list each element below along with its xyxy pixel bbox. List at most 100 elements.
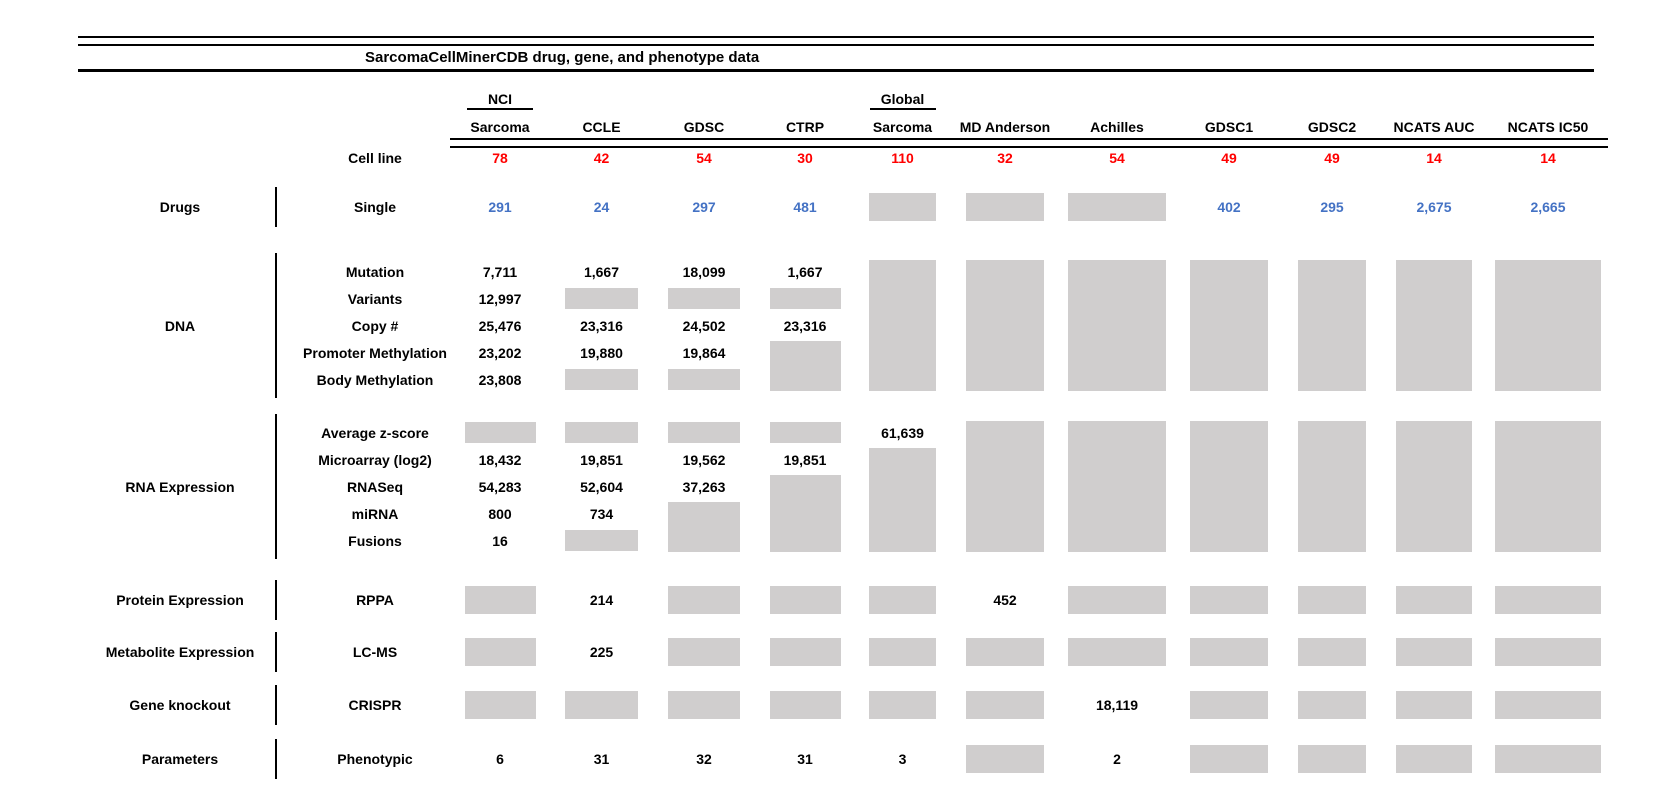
missing-data-box bbox=[965, 638, 1045, 666]
data-value: 1,667 bbox=[787, 263, 823, 280]
header-double-rule bbox=[450, 138, 1608, 148]
missing-data-box bbox=[464, 691, 536, 719]
data-value: 23,316 bbox=[783, 317, 827, 334]
missing-data-box bbox=[667, 691, 741, 719]
missing-data-box bbox=[1495, 421, 1601, 552]
missing-data-box bbox=[965, 745, 1045, 773]
cell-line-count-nci-sarcoma: 78 bbox=[492, 150, 508, 166]
missing-data-box bbox=[667, 369, 741, 390]
missing-data-box bbox=[667, 638, 741, 666]
row-label-body-methylation: Body Methylation bbox=[316, 371, 434, 388]
column-group-nci: NCI bbox=[450, 86, 550, 110]
top-double-rule bbox=[78, 36, 1594, 46]
column-header-ccle: CCLE bbox=[582, 119, 621, 135]
missing-data-box bbox=[965, 421, 1045, 552]
data-value: 24 bbox=[593, 199, 610, 215]
data-value: 297 bbox=[692, 199, 716, 215]
missing-data-box bbox=[1297, 638, 1367, 666]
row-label-crispr: CRISPR bbox=[348, 697, 402, 713]
data-value: 54,283 bbox=[478, 478, 522, 495]
cell-line-count-gdsc: 54 bbox=[696, 150, 712, 166]
data-value: 18,432 bbox=[478, 451, 522, 468]
missing-data-box bbox=[1395, 421, 1473, 552]
data-value: 402 bbox=[1217, 199, 1241, 215]
data-value: 734 bbox=[589, 505, 614, 522]
missing-data-box bbox=[1067, 638, 1167, 666]
column-header-row: NCI Sarcoma 78 CCLE 42 GDSC 54 CTRP 30 Global Sarc… bbox=[60, 86, 1608, 171]
missing-data-box bbox=[1297, 691, 1367, 719]
column-group-global: Global bbox=[855, 86, 950, 110]
missing-data-box bbox=[1495, 638, 1601, 666]
missing-data-box bbox=[667, 422, 741, 443]
section-drugs: Drugs Single 291 24 297 481 402 295 2,675 2,665 bbox=[60, 187, 1608, 227]
missing-data-box bbox=[464, 638, 536, 666]
data-value: 24,502 bbox=[682, 317, 726, 334]
cell-line-count-achilles: 54 bbox=[1109, 150, 1125, 166]
column-header-md-anderson: MD Anderson bbox=[959, 119, 1051, 135]
title-bottom-rule bbox=[78, 69, 1594, 72]
column-header-achilles: Achilles bbox=[1090, 119, 1144, 135]
data-value: 23,316 bbox=[580, 317, 623, 334]
data-value: 18,099 bbox=[682, 263, 726, 280]
missing-data-box bbox=[1495, 745, 1601, 773]
section-label-gene-knockout: Gene knockout bbox=[129, 697, 231, 713]
missing-data-box bbox=[1495, 260, 1601, 391]
data-value: 7,711 bbox=[482, 263, 518, 280]
section-label-protein-expression: Protein Expression bbox=[116, 592, 244, 608]
column-header-global-sarcoma: Sarcoma bbox=[872, 119, 933, 135]
column-group-label: NCI bbox=[467, 91, 533, 110]
missing-data-box bbox=[1067, 193, 1167, 221]
missing-data-box bbox=[868, 260, 937, 391]
missing-data-box bbox=[1189, 638, 1269, 666]
data-value: 52,604 bbox=[580, 478, 623, 495]
missing-data-box bbox=[1395, 691, 1473, 719]
missing-data-box bbox=[1067, 586, 1167, 614]
section-protein-expression: Protein Expression RPPA 214 452 bbox=[60, 580, 1608, 620]
missing-data-box bbox=[868, 193, 937, 221]
data-value: 12,997 bbox=[478, 290, 522, 307]
column-header-gdsc1: GDSC1 bbox=[1204, 119, 1254, 135]
missing-data-box bbox=[965, 193, 1045, 221]
missing-data-box bbox=[868, 586, 937, 614]
data-value: 16 bbox=[492, 532, 508, 549]
section-divider-bar bbox=[275, 632, 277, 672]
row-label-microarray-log2: Microarray (log2) bbox=[318, 451, 432, 468]
table-title: SarcomaCellMinerCDB drug, gene, and phen… bbox=[365, 49, 760, 66]
row-label-mirna: miRNA bbox=[351, 505, 399, 522]
section-gene-knockout: Gene knockout CRISPR 18,119 bbox=[60, 685, 1608, 725]
column-header-nci-sarcoma: Sarcoma bbox=[470, 119, 530, 135]
data-value: 2 bbox=[1113, 751, 1121, 767]
missing-data-box bbox=[769, 638, 841, 666]
missing-data-box bbox=[1297, 586, 1367, 614]
section-label-metabolite-expression: Metabolite Expression bbox=[105, 644, 255, 660]
row-label-rppa: RPPA bbox=[356, 592, 394, 608]
missing-data-box bbox=[769, 422, 841, 443]
missing-data-box bbox=[1189, 691, 1269, 719]
title-block: SarcomaCellMinerCDB drug, gene, and phen… bbox=[78, 36, 1594, 72]
section-divider-bar bbox=[275, 580, 277, 620]
data-value: 6 bbox=[496, 751, 504, 767]
row-label-phenotypic: Phenotypic bbox=[337, 751, 413, 767]
data-value: 32 bbox=[696, 751, 712, 767]
section-dna: DNA Mutation 7,711 1,667 18,099 1,667 Variants… bbox=[60, 253, 1608, 398]
data-value: 18,119 bbox=[1095, 697, 1139, 713]
cell-line-count-gdsc2: 49 bbox=[1324, 150, 1340, 166]
missing-data-box bbox=[868, 638, 937, 666]
missing-data-box bbox=[1495, 586, 1601, 614]
row-label-copy: Copy # bbox=[351, 317, 399, 334]
section-divider-bar bbox=[275, 187, 277, 227]
row-label-variants: Variants bbox=[347, 290, 403, 307]
data-value: 2,665 bbox=[1530, 199, 1566, 215]
cell-line-count-ncats-ic50: 14 bbox=[1540, 150, 1556, 166]
data-value: 19,562 bbox=[682, 451, 726, 468]
missing-data-box bbox=[868, 691, 937, 719]
missing-data-box bbox=[667, 502, 741, 552]
data-value: 295 bbox=[1320, 199, 1344, 215]
data-value: 214 bbox=[589, 592, 614, 608]
missing-data-box bbox=[868, 448, 937, 552]
missing-data-box bbox=[464, 422, 536, 443]
missing-data-box bbox=[1067, 421, 1167, 552]
data-value: 452 bbox=[993, 592, 1017, 608]
missing-data-box bbox=[1189, 421, 1269, 552]
